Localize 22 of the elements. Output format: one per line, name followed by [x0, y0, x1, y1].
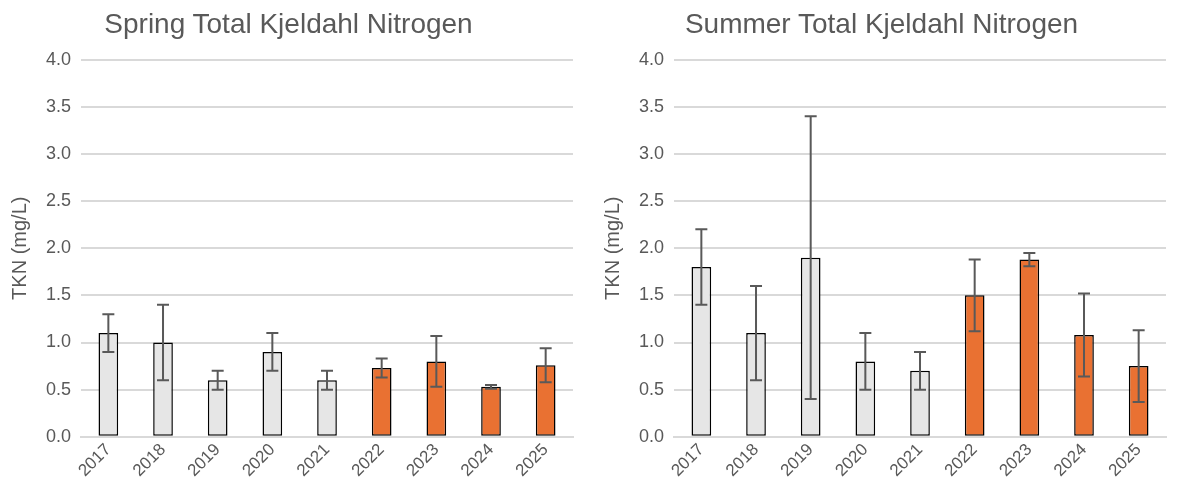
- chart-title: Spring Total Kjeldahl Nitrogen: [104, 7, 473, 39]
- y-tick-label: 0.5: [45, 378, 72, 399]
- y-tick-label: 1.5: [45, 284, 72, 305]
- y-tick-label: 2.0: [638, 237, 665, 258]
- y-tick-label: 3.5: [45, 95, 72, 116]
- y-tick-label: 0.5: [638, 378, 665, 399]
- y-tick-label: 1.0: [638, 331, 665, 352]
- y-tick-label: 0.0: [45, 425, 72, 446]
- y-axis-title: TKN (mg/L): [7, 196, 30, 300]
- y-tick-label: 3.0: [638, 142, 665, 163]
- y-tick-label: 3.0: [45, 142, 72, 163]
- y-tick-label: 2.5: [638, 190, 665, 211]
- y-tick-label: 1.0: [45, 331, 72, 352]
- y-tick-label: 0.0: [638, 425, 665, 446]
- y-tick-label: 2.0: [45, 237, 72, 258]
- y-axis-title: TKN (mg/L): [600, 196, 623, 300]
- chart-title: Summer Total Kjeldahl Nitrogen: [684, 7, 1079, 39]
- y-tick-label: 2.5: [45, 190, 72, 211]
- y-tick-label: 3.5: [638, 95, 665, 116]
- y-tick-label: 4.0: [638, 48, 665, 69]
- y-tick-label: 4.0: [45, 48, 72, 69]
- y-tick-label: 1.5: [638, 284, 665, 305]
